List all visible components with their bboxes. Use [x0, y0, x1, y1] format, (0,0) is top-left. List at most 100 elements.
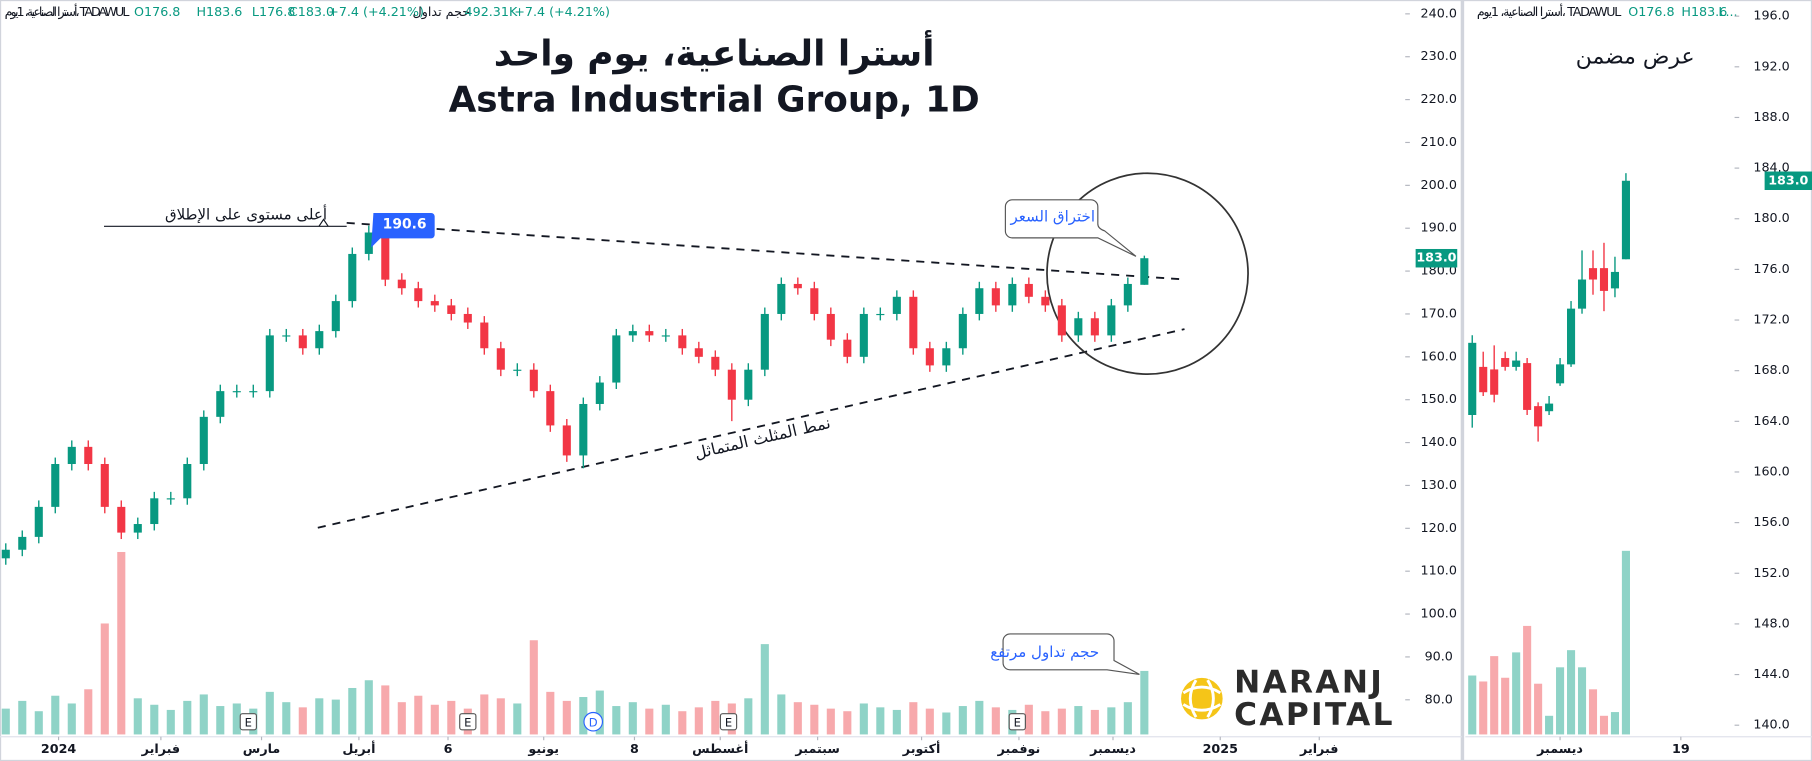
volume-bar [1534, 683, 1543, 735]
y-tick-label: 140.0 [1421, 434, 1457, 449]
event-label: E [464, 715, 471, 729]
y-tick-label: 180.0 [1753, 210, 1789, 225]
volume-bar [628, 702, 637, 735]
y-tick-label: 172.0 [1753, 312, 1789, 327]
volume-bar [1567, 650, 1576, 735]
candle-body [513, 369, 522, 371]
volume-bar [364, 680, 373, 735]
candle-body [1599, 268, 1609, 291]
candle-body [909, 296, 918, 349]
candle-body [595, 382, 604, 404]
candle-body [183, 464, 192, 499]
volume-bar [1621, 550, 1630, 735]
breakout-callout [1004, 199, 1137, 257]
volume-bar [430, 704, 439, 735]
y-tick-label: 164.0 [1753, 413, 1789, 428]
breakout-annotation: اختراق السعر [1010, 208, 1095, 226]
candle-body [51, 464, 60, 507]
volume-bar [199, 694, 208, 735]
volume-bar [381, 685, 390, 735]
y-tick-label: 168.0 [1753, 362, 1789, 377]
volume-bar [315, 698, 324, 735]
x-tick-label: 2025 [1203, 741, 1238, 756]
y-tick-label: 140.0 [1753, 717, 1789, 732]
candle-body [232, 391, 241, 393]
candle-body [892, 296, 901, 314]
candle-body [1567, 308, 1576, 365]
y-tick-label: 170.0 [1421, 305, 1457, 320]
candle-body [579, 403, 588, 456]
volume-bar [414, 695, 423, 735]
breakout-circle [1046, 172, 1249, 376]
volume-bar [18, 700, 27, 735]
chart-title: أسترا الصناعية، يوم واحد [494, 29, 935, 74]
volume-bar [1523, 625, 1532, 735]
candle-body [1107, 305, 1116, 336]
candle-body [34, 506, 43, 537]
volume-bar [678, 711, 687, 735]
candle-body [1057, 305, 1066, 336]
candle-body [546, 391, 555, 426]
candle-body [1512, 360, 1521, 367]
volume-bar [1123, 702, 1132, 735]
y-tick-label: 192.0 [1753, 58, 1789, 73]
event-label: D [589, 715, 598, 729]
candle-body [265, 335, 274, 392]
candle-body [810, 288, 819, 314]
volume-bar [348, 687, 357, 735]
volume-annotation: حجم تداول مرتفع [990, 643, 1099, 661]
y-tick-label: 150.0 [1421, 391, 1457, 406]
y-tick-label: 210.0 [1421, 134, 1457, 149]
candle-body [1074, 318, 1083, 336]
legend-volume: 492.31K [465, 4, 518, 19]
candle-body [216, 391, 225, 417]
candle-body [1468, 342, 1477, 415]
candle-body [298, 335, 307, 349]
candle-body [1534, 406, 1543, 427]
volume-bar [133, 698, 142, 735]
candle-body [1, 549, 10, 559]
x-tick-label: 6 [444, 741, 453, 756]
candle-body [150, 498, 159, 525]
event-label: E [245, 715, 252, 729]
candle-body [1577, 279, 1587, 309]
event-label: E [1014, 715, 1021, 729]
volume-bar [1024, 704, 1033, 735]
event-marker [1008, 713, 1026, 731]
volume-bar [232, 703, 241, 735]
candle-body [1041, 296, 1050, 306]
candle-body [694, 348, 703, 357]
candle-body [1008, 283, 1017, 306]
candle-body [1024, 283, 1033, 297]
candle-body [529, 369, 538, 392]
candle-body [1501, 358, 1510, 367]
candle-body [744, 369, 753, 400]
y-tick-label: 160.0 [1753, 463, 1789, 478]
last-price-badge [1764, 171, 1812, 191]
candle-body [1123, 283, 1132, 306]
logo: NARANJ CAPITAL [1181, 665, 1395, 733]
legend-volume-name: حجم تداول [413, 4, 471, 20]
lower-trendline [317, 328, 1185, 529]
volume-bar [595, 690, 604, 735]
volume-bar [958, 706, 967, 735]
event-marker [459, 713, 477, 731]
logo-icon-lines [1182, 679, 1222, 718]
volume-bar [859, 703, 868, 735]
y-tick-label: 144.0 [1753, 666, 1789, 681]
candle-body [364, 232, 373, 254]
candle-body [661, 335, 670, 337]
volume-bar [744, 698, 753, 735]
y-tick-label: 130.0 [1421, 477, 1457, 492]
candle-body [381, 232, 390, 280]
legend-high: H183.6 [196, 4, 242, 19]
y-tick-label: 230.0 [1421, 48, 1457, 63]
volume-bar [876, 707, 885, 735]
candle-body [282, 335, 291, 337]
x-tick-label: ديسمبر [1536, 741, 1583, 756]
y-tick-label: 190.0 [1421, 220, 1457, 235]
logo-line2: CAPITAL [1234, 697, 1395, 733]
volume-bar [1577, 667, 1587, 735]
x-tick-label: يونيو [527, 741, 559, 756]
